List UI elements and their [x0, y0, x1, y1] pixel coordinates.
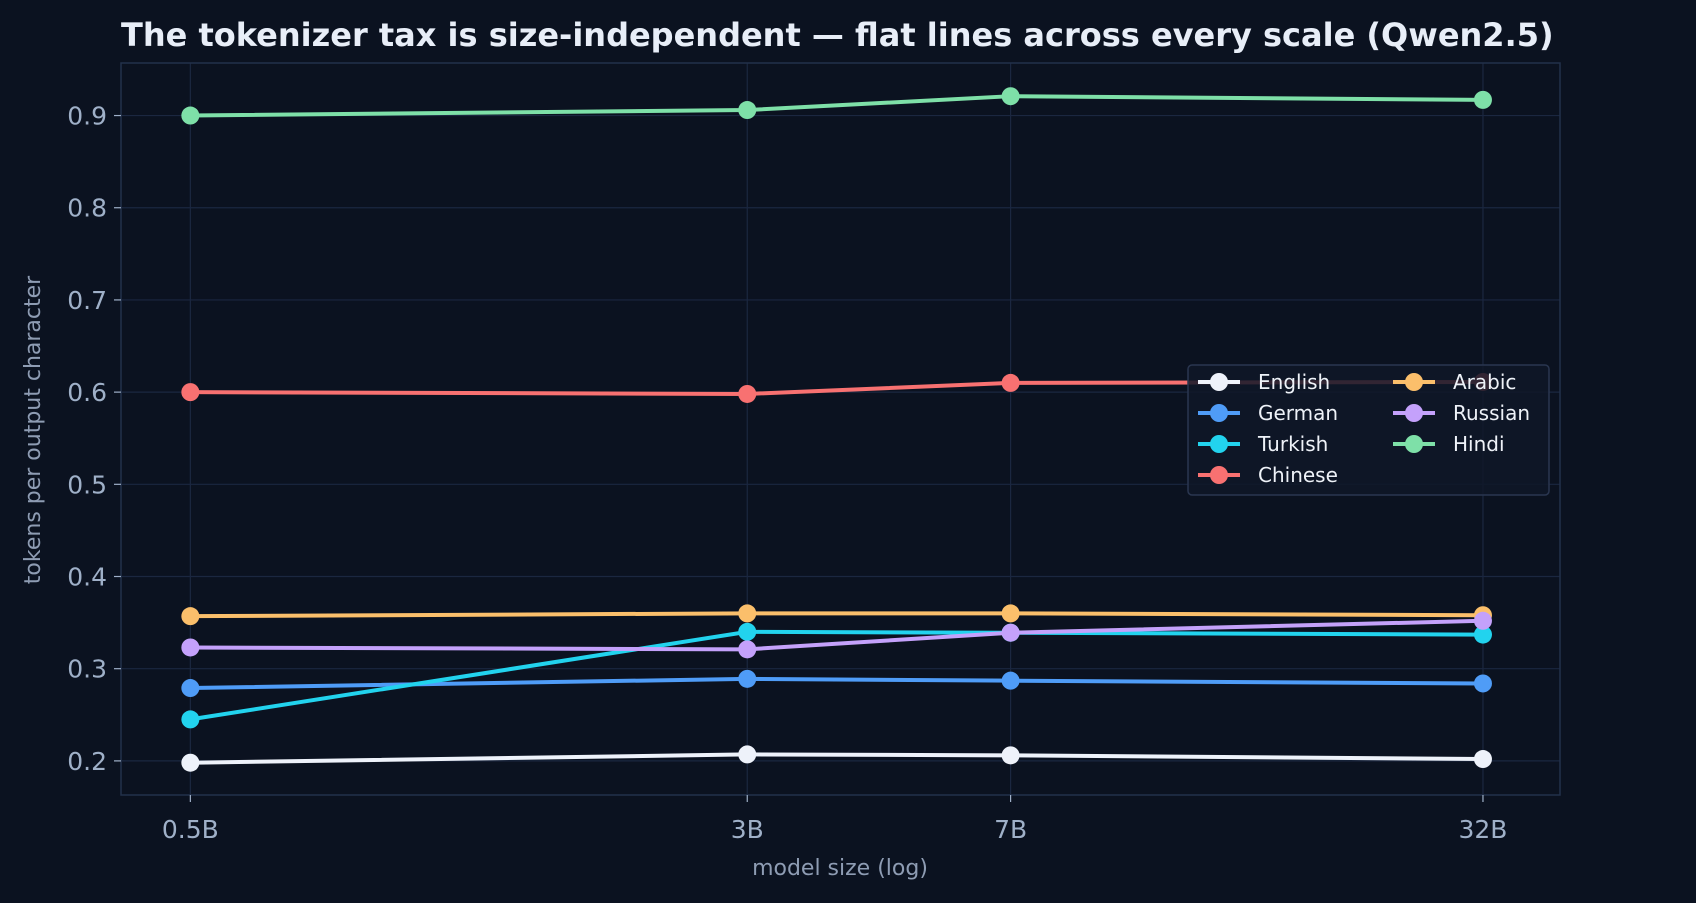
- german-point: [181, 679, 200, 698]
- russian-point: [1473, 611, 1492, 630]
- y-tick-label: 0.2: [67, 747, 107, 776]
- legend-label: Turkish: [1257, 432, 1328, 456]
- x-tick-label: 32B: [1458, 815, 1507, 844]
- turkish-point: [738, 622, 757, 641]
- legend-item-arabic: Arabic: [1393, 370, 1516, 394]
- legend-label: Russian: [1453, 401, 1530, 425]
- legend-item-turkish: Turkish: [1198, 432, 1328, 456]
- series-hindi: [181, 87, 1492, 125]
- legend-swatch-marker: [1210, 466, 1228, 484]
- series-lines: [181, 87, 1492, 772]
- legend-label: Chinese: [1258, 463, 1338, 487]
- english-point: [738, 745, 757, 764]
- x-axis-label: model size (log): [752, 856, 928, 881]
- legend-item-hindi: Hindi: [1393, 432, 1505, 456]
- series-turkish: [181, 622, 1492, 729]
- arabic-line: [188, 611, 1485, 619]
- y-tick-label: 0.8: [67, 194, 107, 223]
- legend-item-english: English: [1198, 370, 1330, 394]
- chinese-point: [181, 383, 200, 402]
- russian-point: [738, 640, 757, 659]
- legend-item-german: German: [1198, 401, 1338, 425]
- legend-swatch-marker: [1405, 404, 1423, 422]
- chart-title: The tokenizer tax is size-independent — …: [121, 16, 1554, 54]
- turkish-point: [1473, 625, 1492, 644]
- legend-swatch-marker: [1210, 435, 1228, 453]
- hindi-line: [188, 94, 1485, 118]
- y-tick-label: 0.5: [67, 470, 107, 499]
- german-point: [1473, 674, 1492, 693]
- english-point: [1001, 746, 1020, 765]
- german-line: [188, 676, 1485, 691]
- russian-point: [181, 638, 200, 657]
- legend-box: [1187, 364, 1550, 496]
- series-russian: [181, 611, 1492, 659]
- tick-labels: 0.2 0.3 0.4 0.5 0.6 0.7 0.8 0.9 0.5B 3B 7B 32B: [67, 102, 1507, 844]
- plot-border: [120, 62, 1561, 796]
- legend-label: German: [1258, 401, 1338, 425]
- legend-label: Arabic: [1453, 370, 1516, 394]
- hindi-point: [1001, 87, 1020, 106]
- turkish-point: [181, 710, 200, 729]
- english-point: [1473, 750, 1492, 769]
- y-tick-label: 0.4: [67, 563, 107, 592]
- series-german: [181, 669, 1492, 698]
- legend-swatch-marker: [1405, 373, 1423, 391]
- x-tick-label: 3B: [731, 815, 764, 844]
- legend-label: English: [1258, 370, 1330, 394]
- english-point: [181, 753, 200, 772]
- arabic-point: [1001, 604, 1020, 623]
- chinese-point: [1001, 373, 1020, 392]
- turkish-line: [188, 629, 1485, 722]
- y-tick-label: 0.3: [67, 655, 107, 684]
- legend: English German Turkish Chinese Arabic Russian…: [1187, 364, 1550, 496]
- legend-swatch-marker: [1210, 373, 1228, 391]
- y-axis-label: tokens per output character: [21, 275, 46, 584]
- russian-point: [1001, 623, 1020, 642]
- english-line: [188, 752, 1485, 765]
- legend-swatch-marker: [1210, 404, 1228, 422]
- hindi-point: [738, 101, 757, 120]
- series-arabic: [181, 604, 1492, 626]
- legend-item-russian: Russian: [1393, 401, 1530, 425]
- hindi-point: [181, 106, 200, 125]
- german-point: [1001, 671, 1020, 690]
- arabic-point: [181, 607, 200, 626]
- series-english: [181, 745, 1492, 772]
- arabic-point: [738, 604, 757, 623]
- grid: [121, 63, 1560, 795]
- legend-item-chinese: Chinese: [1198, 463, 1338, 487]
- german-point: [738, 669, 757, 688]
- hindi-point: [1473, 90, 1492, 109]
- x-tick-label: 0.5B: [162, 815, 219, 844]
- chinese-point: [738, 384, 757, 403]
- russian-line: [188, 618, 1485, 652]
- x-tick-label: 7B: [994, 815, 1027, 844]
- y-tick-label: 0.9: [67, 102, 107, 131]
- legend-swatch-marker: [1405, 435, 1423, 453]
- y-tick-label: 0.7: [67, 286, 107, 315]
- y-tick-label: 0.6: [67, 378, 107, 407]
- legend-label: Hindi: [1453, 432, 1505, 456]
